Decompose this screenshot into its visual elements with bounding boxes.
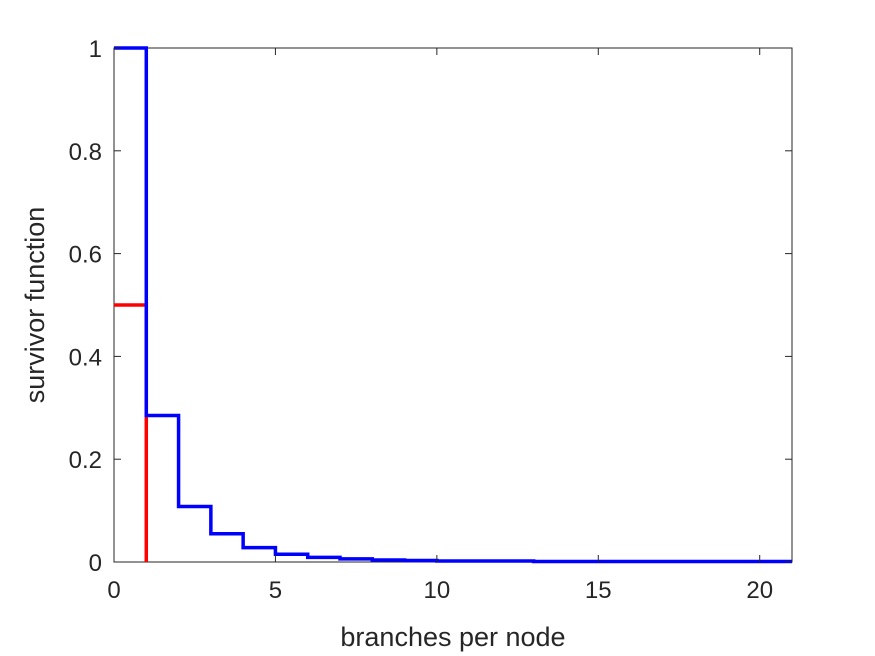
y-tick-label: 0 (89, 550, 102, 577)
x-tick-label: 10 (424, 577, 451, 604)
plot-frame (113, 47, 793, 563)
series-line-2 (114, 46, 792, 564)
axes-box (113, 47, 793, 563)
x-tick-label: 20 (746, 577, 773, 604)
x-axis-label: branches per node (340, 622, 565, 652)
x-tick-label: 5 (269, 577, 282, 604)
series-line-1 (114, 303, 149, 562)
y-tick-label: 0.2 (69, 447, 102, 474)
y-tick-label: 0.4 (69, 344, 102, 371)
y-tick-label: 0.8 (69, 139, 102, 166)
y-tick-label: 1 (89, 36, 102, 63)
x-tick-label: 15 (585, 577, 612, 604)
series-layer (114, 46, 792, 564)
y-axis-label: survivor function (20, 207, 50, 404)
ticks-layer: 0 5 10 15 20 0 0.2 0.4 0.6 0.8 1 (69, 36, 792, 604)
x-tick-label: 0 (107, 577, 120, 604)
y-tick-label: 0.6 (69, 242, 102, 269)
